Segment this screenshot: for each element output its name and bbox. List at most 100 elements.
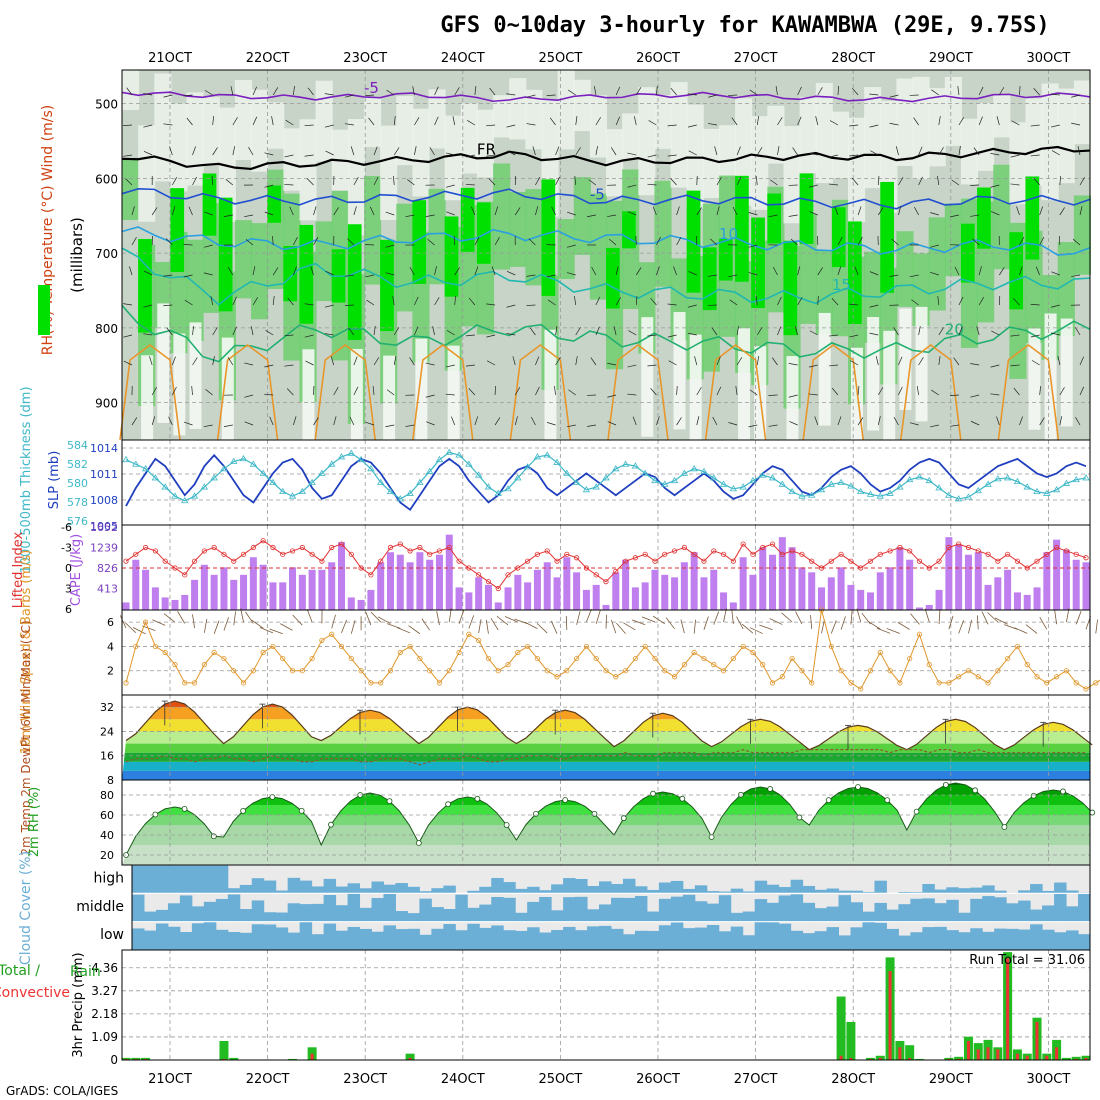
thickness-point	[768, 474, 777, 481]
li-point	[319, 558, 325, 564]
date-label-top: 22OCT	[246, 51, 290, 66]
wind-barb	[526, 94, 536, 98]
li-point	[240, 551, 247, 557]
wind-barb	[546, 274, 556, 278]
wind-barb	[506, 271, 516, 276]
wind-speed-point	[1034, 674, 1040, 680]
wind-speed-point	[691, 649, 697, 656]
rh-saturated-patch	[783, 240, 798, 336]
cloud-cell	[898, 891, 911, 894]
wind-speed-point	[632, 655, 638, 662]
thickness-point	[778, 480, 787, 487]
rh-dry-patch	[670, 82, 688, 188]
wind-barb	[445, 393, 455, 396]
cloud-cell	[239, 884, 253, 894]
wind-barb-10m	[177, 611, 186, 624]
li-point	[329, 544, 335, 551]
wind-barb	[837, 266, 842, 276]
rh-saturated-patch	[880, 181, 894, 293]
thickness-point	[1082, 474, 1090, 481]
cloud-cell	[682, 888, 696, 894]
wind-barb	[245, 239, 254, 246]
wind-barb	[1071, 94, 1081, 98]
rh-dry-patch	[396, 96, 414, 166]
wind-barb-10m	[713, 611, 720, 625]
wind-barb-10m	[478, 619, 482, 634]
precip-convective-bar	[124, 1058, 128, 1060]
wind-barb	[372, 386, 375, 396]
li-point	[1044, 551, 1050, 557]
wind-barb	[978, 86, 984, 96]
rh-dry-patch	[525, 89, 543, 150]
precip-convective-bar	[1035, 1021, 1039, 1060]
wind-barb	[1013, 298, 1020, 306]
temp-tick-label: 8	[107, 774, 114, 787]
isotherm-line	[121, 145, 1091, 171]
rh-point	[210, 833, 217, 840]
wind-barb-10m	[468, 615, 475, 629]
thickness-point	[729, 485, 738, 492]
wind-tick-label: 6	[107, 616, 114, 629]
rh-dry-patch	[234, 79, 253, 161]
wind-barb-10m	[1095, 619, 1098, 634]
li-point	[603, 579, 609, 585]
thickness-point	[396, 495, 404, 502]
wind-speed-point	[231, 668, 237, 674]
cape-bar	[426, 559, 434, 610]
li-point	[691, 551, 697, 557]
wind-barb	[163, 274, 173, 277]
cloud-cell	[539, 896, 552, 922]
wind-barb	[491, 266, 496, 276]
wind-speed-point	[1044, 680, 1050, 686]
wind-barb	[973, 147, 980, 156]
wind-barb-10m	[496, 616, 509, 626]
cape-bar	[210, 574, 218, 610]
isotherm-warm	[216, 344, 279, 441]
rh-moist-patch	[589, 193, 607, 300]
wind-barb	[797, 266, 801, 276]
wind-speed-point	[897, 680, 903, 686]
cape-bar	[191, 579, 199, 610]
wind-barb	[212, 327, 218, 336]
wind-barb	[529, 327, 536, 336]
wind-barb	[409, 267, 415, 276]
wind-speed-point	[652, 655, 658, 662]
wind-speed-point	[946, 680, 952, 686]
wind-barb	[555, 357, 561, 366]
wind-barb	[877, 387, 884, 396]
wind-barb-10m	[741, 623, 754, 634]
precip-convective-label: Convective	[0, 985, 70, 1001]
cape-bar	[778, 537, 786, 610]
wind-barb	[405, 424, 415, 427]
li-tick-label: 0	[65, 562, 72, 575]
cloud-cell	[275, 890, 289, 894]
wind-barb	[869, 332, 879, 336]
precip-axis-label: 3hr Precip (mm)	[71, 952, 86, 1057]
wind-barb	[366, 299, 375, 306]
cloud-cell	[215, 929, 229, 950]
wind-barb	[149, 356, 153, 366]
rh-dry-patch	[460, 103, 478, 174]
wind-barb	[736, 176, 742, 186]
wind-barb	[978, 297, 984, 306]
wind-barb	[494, 236, 500, 246]
wind-barb	[466, 154, 475, 158]
wind-barb	[716, 206, 720, 216]
date-label-top: 23OCT	[343, 51, 387, 66]
wind-barb	[615, 116, 621, 126]
wind-barb	[227, 357, 234, 366]
cloud-cell	[143, 911, 157, 922]
thickness-point	[220, 465, 228, 472]
precip-rain-label: Rain	[70, 964, 101, 980]
wind-barb	[656, 236, 661, 246]
rh-point	[152, 811, 159, 818]
wind-barb	[192, 326, 194, 336]
wind-barb	[632, 416, 637, 426]
cloud-cell	[419, 934, 432, 950]
cape-bar	[582, 589, 590, 610]
wind-barb	[434, 86, 439, 96]
isotherm-label: 15	[832, 276, 851, 294]
isotherm-label: 10	[719, 225, 738, 243]
cloud-cell	[742, 935, 756, 950]
wind-barb	[284, 334, 294, 337]
